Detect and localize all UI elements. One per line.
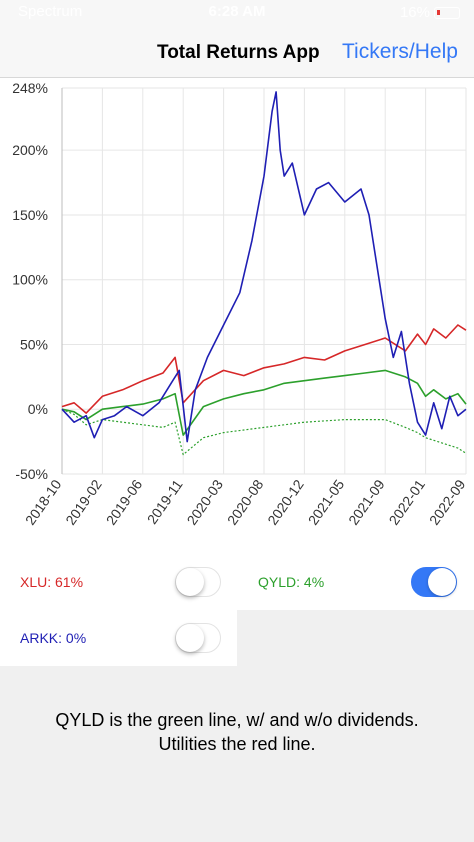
x-tick-label: 2021-09	[345, 476, 388, 527]
carrier-label: Spectrum	[18, 3, 83, 20]
toggle-label-xlu: XLU: 61%	[20, 574, 84, 590]
caption-line-1: QYLD is the green line, w/ and w/o divid…	[55, 710, 419, 730]
caption-line-2: Utilities the red line.	[158, 734, 316, 754]
clock: 6:28 AM	[208, 3, 266, 20]
series-line-2	[61, 408, 467, 456]
tickers-help-button[interactable]: Tickers/Help	[342, 40, 458, 63]
toggle-row-1: XLU: 61% QYLD: 4%	[0, 554, 474, 610]
x-tick-label: 2020-08	[224, 476, 267, 527]
y-tick-label: 248%	[12, 80, 48, 96]
battery-icon	[434, 6, 460, 19]
battery-indicator: 16%	[400, 4, 460, 21]
battery-percent: 16%	[399, 4, 430, 21]
caption: QYLD is the green line, w/ and w/o divid…	[0, 708, 474, 756]
x-tick-label: 2019-06	[103, 476, 146, 527]
toggle-label-arkk: ARKK: 0%	[20, 630, 87, 646]
x-tick-label: 2018-10	[22, 476, 65, 527]
x-tick-label: 2019-11	[144, 476, 186, 527]
toggle-qyld[interactable]	[411, 567, 457, 597]
toggle-label-qyld: QYLD: 4%	[258, 574, 325, 590]
page-title: Total Returns App	[157, 42, 320, 63]
y-tick-label: 0%	[28, 401, 48, 417]
toggle-row-2: ARKK: 0%	[0, 610, 237, 666]
ticker-toggles: XLU: 61% QYLD: 4% ARKK: 0%	[0, 554, 474, 666]
y-tick-label: 100%	[12, 272, 48, 288]
series-line-3	[61, 91, 467, 443]
toggle-arkk[interactable]	[175, 623, 221, 653]
x-tick-label: 2020-12	[264, 476, 307, 527]
navigation-bar: Total Returns App Tickers/Help	[0, 26, 474, 78]
status-bar: Spectrum 6:28 AM 16%	[0, 0, 474, 26]
x-tick-label: 2021-05	[305, 476, 348, 527]
x-tick-label: 2020-03	[183, 476, 226, 527]
x-tick-label: 2019-02	[62, 476, 105, 527]
y-tick-label: 150%	[12, 207, 48, 223]
returns-chart: 248% 200% 150% 100% 50% 0% -50% 2018-102019-02…	[12, 80, 469, 528]
x-tick-label: 2022-01	[385, 476, 428, 527]
chart-panel: 248% 200% 150% 100% 50% 0% -50% 2018-10 2019-02…	[0, 78, 474, 554]
x-tick-label: 2022-09	[426, 476, 469, 527]
toggle-xlu[interactable]	[175, 567, 221, 597]
series-line-0	[61, 324, 467, 414]
y-tick-label: 200%	[12, 142, 48, 158]
y-tick-label: -50%	[15, 466, 48, 482]
y-tick-label: 50%	[20, 336, 48, 352]
